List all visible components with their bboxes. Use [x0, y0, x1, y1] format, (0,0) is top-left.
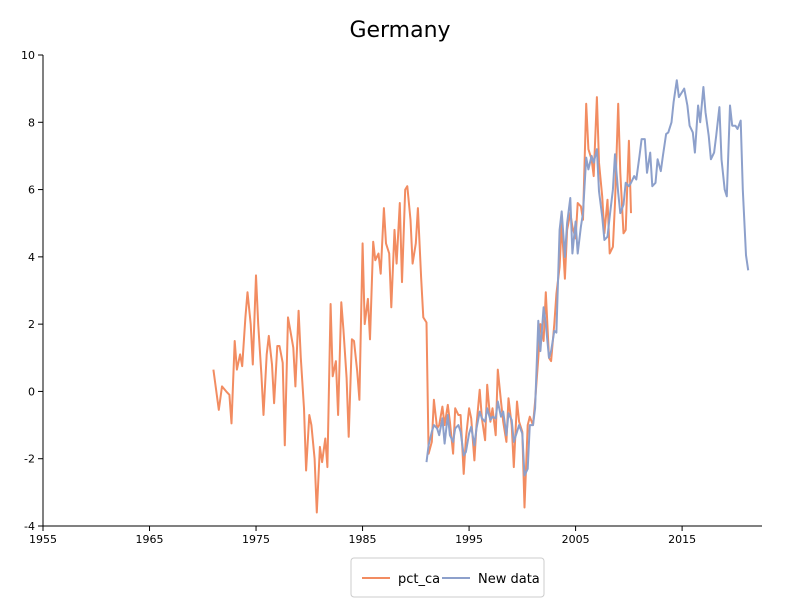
- chart-title: Germany: [349, 18, 450, 43]
- y-tick-label: 0: [28, 385, 35, 398]
- y-tick-label: 2: [28, 318, 35, 331]
- legend: pct_ca New data: [350, 557, 545, 598]
- x-axis-ticks: 1955 1965 1975 1985 1995 2005 2015: [29, 526, 696, 546]
- y-tick-label: -2: [24, 453, 35, 466]
- x-tick-label: 2015: [668, 533, 696, 546]
- y-axis-ticks: -4 -2 0 2 4 6 8 10: [21, 49, 43, 533]
- legend-label-pct-ca: pct_ca: [398, 572, 440, 587]
- x-tick-label: 1975: [242, 533, 270, 546]
- series-layer: [212, 79, 750, 514]
- legend-label-new-data: New data: [478, 572, 540, 587]
- x-tick-label: 1995: [455, 533, 483, 546]
- y-tick-label: 4: [28, 251, 35, 264]
- x-tick-label: 1985: [349, 533, 377, 546]
- x-tick-label: 1965: [136, 533, 164, 546]
- x-tick-label: 1955: [29, 533, 57, 546]
- series-line-pct-ca: [212, 96, 632, 514]
- y-tick-label: 8: [28, 116, 35, 129]
- series-line-new-data: [425, 79, 750, 477]
- x-tick-label: 2005: [562, 533, 590, 546]
- y-tick-label: -4: [24, 520, 35, 533]
- y-tick-label: 10: [21, 49, 35, 62]
- y-tick-label: 6: [28, 184, 35, 197]
